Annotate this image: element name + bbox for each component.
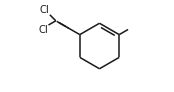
Text: Cl: Cl: [38, 25, 48, 35]
Text: Cl: Cl: [40, 5, 49, 15]
